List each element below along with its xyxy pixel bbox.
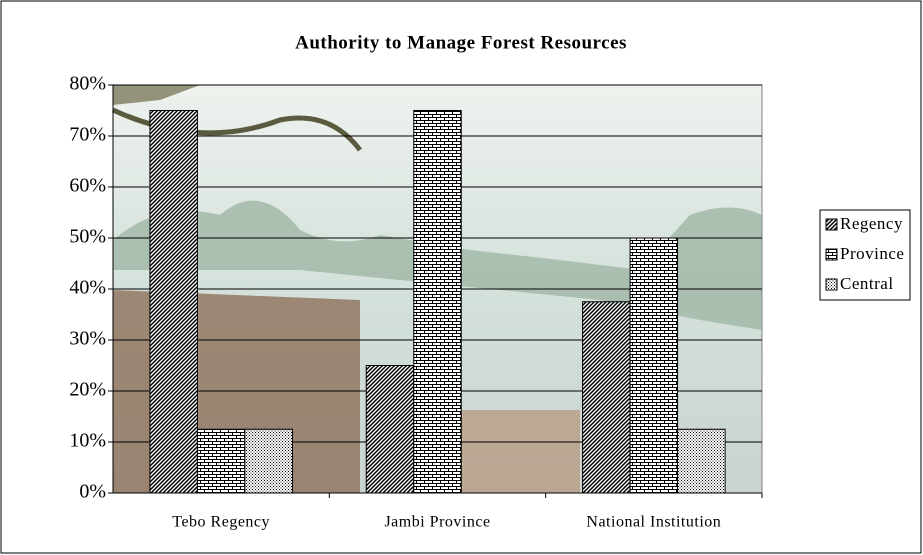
- x-tick-label: National Institution: [586, 514, 721, 531]
- bar: [366, 366, 414, 494]
- y-tick-label: 60%: [69, 175, 106, 197]
- y-tick-label: 10%: [69, 430, 106, 452]
- bar: [414, 111, 462, 494]
- bar: [197, 429, 245, 493]
- chart-title: Authority to Manage Forest Resources: [295, 32, 627, 53]
- bar: [630, 238, 678, 493]
- bar: [245, 429, 293, 493]
- legend-label: Central: [840, 274, 894, 293]
- chart: Authority to Manage Forest Resources 0% 1…: [0, 0, 923, 555]
- legend-swatch: [826, 249, 837, 260]
- x-tick-label: Tebo Regency: [172, 514, 270, 531]
- legend-label: Regency: [840, 214, 903, 233]
- y-tick-label: 30%: [69, 328, 106, 350]
- y-tick-label: 0%: [79, 481, 106, 503]
- y-tick-label: 70%: [69, 124, 106, 146]
- bar: [583, 302, 631, 493]
- legend-label: Province: [840, 244, 904, 263]
- legend-swatch: [826, 279, 837, 290]
- bar: [678, 429, 726, 493]
- legend-swatch: [826, 219, 837, 230]
- x-tick-label: Jambi Province: [384, 514, 490, 531]
- y-tick-label: 80%: [69, 73, 106, 95]
- y-tick-label: 40%: [69, 277, 106, 299]
- y-tick-label: 50%: [69, 226, 106, 248]
- y-tick-label: 20%: [69, 379, 106, 401]
- bar: [150, 111, 198, 494]
